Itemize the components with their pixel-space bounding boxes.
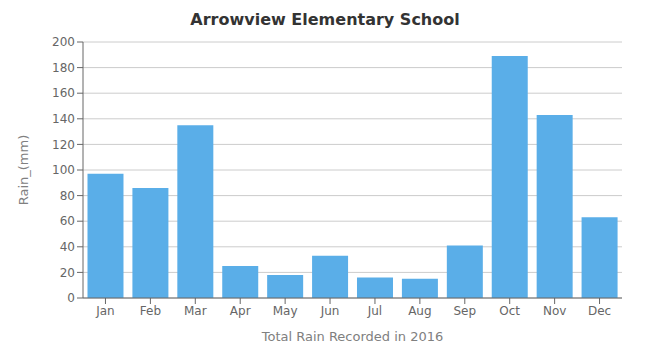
svg-text:Oct: Oct: [499, 304, 520, 318]
svg-text:Jun: Jun: [320, 304, 340, 318]
svg-text:Aug: Aug: [408, 304, 431, 318]
svg-text:Sep: Sep: [453, 304, 476, 318]
svg-text:Mar: Mar: [184, 304, 207, 318]
svg-text:60: 60: [60, 214, 75, 228]
svg-text:Nov: Nov: [543, 304, 566, 318]
svg-text:0: 0: [67, 291, 75, 305]
svg-text:180: 180: [52, 61, 75, 75]
svg-text:Dec: Dec: [588, 304, 611, 318]
svg-text:Total Rain Recorded in 2016: Total Rain Recorded in 2016: [261, 329, 444, 344]
svg-text:100: 100: [52, 163, 75, 177]
svg-text:May: May: [273, 304, 298, 318]
svg-text:Rain_(mm): Rain_(mm): [16, 135, 31, 206]
svg-text:140: 140: [52, 112, 75, 126]
svg-text:Jul: Jul: [367, 304, 382, 318]
svg-text:120: 120: [52, 138, 75, 152]
html-text:Arrowview Elementary School: Arrowview Elementary School: [190, 10, 460, 29]
svg-text:Apr: Apr: [230, 304, 251, 318]
svg-text:Feb: Feb: [140, 304, 161, 318]
svg-text:200: 200: [52, 35, 75, 49]
svg-text:Jan: Jan: [95, 304, 115, 318]
svg-text:160: 160: [52, 86, 75, 100]
svg-text:20: 20: [60, 266, 75, 280]
svg-text:80: 80: [60, 189, 75, 203]
svg-text:40: 40: [60, 240, 75, 254]
